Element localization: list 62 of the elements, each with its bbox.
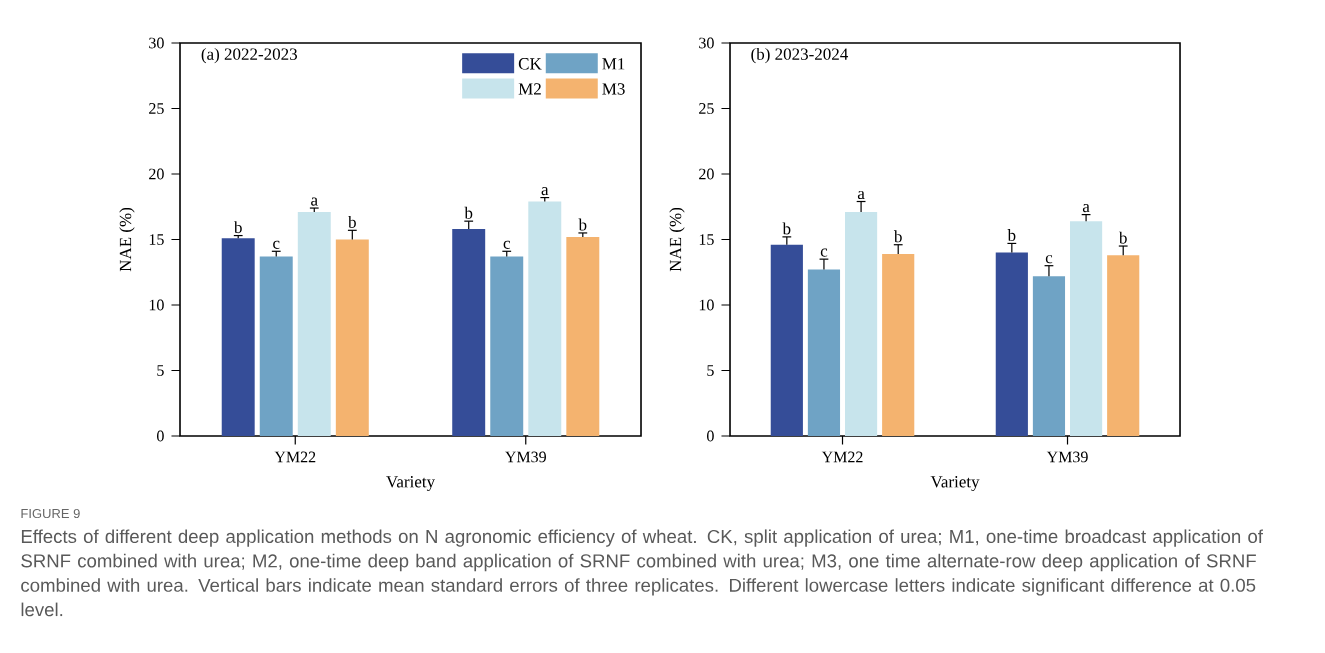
x-tick-label: YM22	[821, 451, 863, 463]
data-label: b	[782, 222, 791, 235]
bar	[770, 244, 803, 436]
y-tick-label: 25	[149, 103, 164, 114]
data-label: c	[503, 240, 510, 249]
bar	[807, 269, 841, 436]
legend-label: M1	[602, 58, 625, 70]
y-tick-label: 10	[699, 299, 714, 311]
bar	[297, 211, 331, 436]
bar	[221, 238, 255, 436]
caption: FIGURE 9	[21, 508, 80, 519]
y-tick-label: 20	[699, 168, 714, 180]
data-label: b	[1118, 231, 1127, 244]
y-axis-title: NAE (%)	[119, 207, 135, 272]
y-tick-label: 25	[699, 103, 714, 114]
text: Effects of different deep application methods on N agronomic efficiency of wheat. CK, split application of urea; M1, one-time broadcast application of SRNF combined with urea; M2, one-time deep band application of SRNF combined with urea; M3, one time alternate-row deep application of SRNF combined with urea. Vertical bars indicate mean standard errors of three replicates. Different lowercase letters indicate significant difference at 0.05 level.	[21, 529, 1263, 617]
data-label: a	[857, 190, 865, 200]
y-tick-label: 15	[699, 234, 714, 245]
data-label: b	[464, 206, 473, 219]
data-label: a	[311, 197, 318, 206]
data-label: a	[541, 187, 549, 196]
y-axis-title: NAE (%)	[669, 207, 685, 272]
bar	[528, 201, 562, 436]
x-axis-title: Variety	[386, 476, 436, 492]
y-tick-label: 20	[149, 168, 164, 180]
y-tick-label: 5	[707, 365, 714, 376]
data-label: b	[1007, 229, 1016, 242]
legend-label: CK	[518, 58, 542, 70]
data-label: b	[233, 221, 242, 234]
x-tick-label: YM39	[1046, 451, 1088, 463]
bar	[1069, 221, 1103, 436]
y-tick-label: 15	[149, 234, 164, 245]
data-label: c	[820, 248, 828, 257]
legend-label: M2	[518, 83, 541, 95]
bar	[259, 256, 293, 436]
y-tick-label: 30	[149, 37, 164, 49]
legend-label: M3	[602, 83, 625, 95]
bar	[1032, 276, 1066, 436]
y-tick-label: 0	[157, 430, 164, 442]
data-label: b	[578, 218, 587, 231]
y-tick-label: 10	[149, 299, 164, 311]
bar	[566, 236, 600, 436]
x-tick-label: YM39	[505, 451, 546, 463]
bar	[490, 256, 524, 436]
y-tick-label: 30	[699, 37, 714, 49]
chart-title: (a) 2022-2023	[201, 47, 298, 64]
y-tick-label: 0	[707, 430, 714, 442]
data-label: c	[1045, 255, 1053, 264]
bar	[335, 239, 369, 436]
data-label: c	[273, 240, 280, 249]
bar	[452, 229, 486, 436]
bar	[1107, 255, 1140, 436]
chart-title: (b) 2023-2024	[751, 47, 849, 64]
x-axis-title: Variety	[930, 476, 980, 492]
data-label: b	[893, 230, 902, 243]
y-tick-label: 5	[157, 365, 164, 376]
bar	[995, 252, 1028, 436]
x-tick-label: YM22	[274, 451, 316, 463]
bar	[844, 211, 878, 436]
data-label: a	[1082, 204, 1090, 213]
bar	[882, 253, 915, 436]
data-label: b	[348, 215, 356, 228]
